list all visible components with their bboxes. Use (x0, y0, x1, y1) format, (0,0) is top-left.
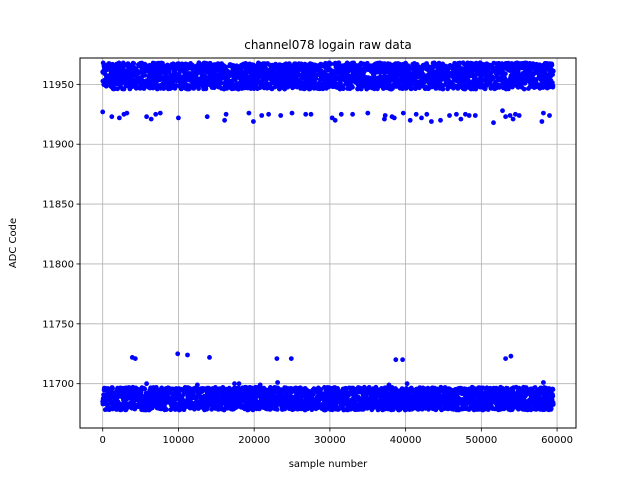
band-point (163, 407, 169, 412)
band-point (110, 385, 115, 391)
band-point (224, 86, 230, 91)
band-point (150, 85, 156, 91)
band-point (549, 62, 555, 68)
band-point (336, 60, 342, 66)
band-point (550, 68, 556, 74)
band-point (196, 86, 202, 91)
data-points (100, 60, 556, 413)
band-point (142, 72, 148, 78)
plot-area (80, 58, 576, 428)
band-point (232, 77, 238, 83)
band-point (350, 84, 355, 90)
band-point (178, 86, 184, 92)
band-point (328, 61, 334, 67)
band-point (131, 61, 137, 66)
band-point (409, 86, 414, 91)
band-point (457, 60, 463, 66)
band-point (406, 64, 412, 70)
band-point (503, 71, 508, 77)
band-point (454, 78, 460, 84)
band-point (218, 80, 224, 86)
band-point (425, 63, 431, 69)
band-point (521, 86, 527, 92)
band-point (274, 407, 280, 412)
band-point (361, 69, 367, 74)
band-point (313, 76, 319, 82)
band-point (550, 83, 556, 89)
band-point (285, 84, 291, 90)
band-point (142, 386, 148, 392)
band-point (440, 86, 446, 92)
